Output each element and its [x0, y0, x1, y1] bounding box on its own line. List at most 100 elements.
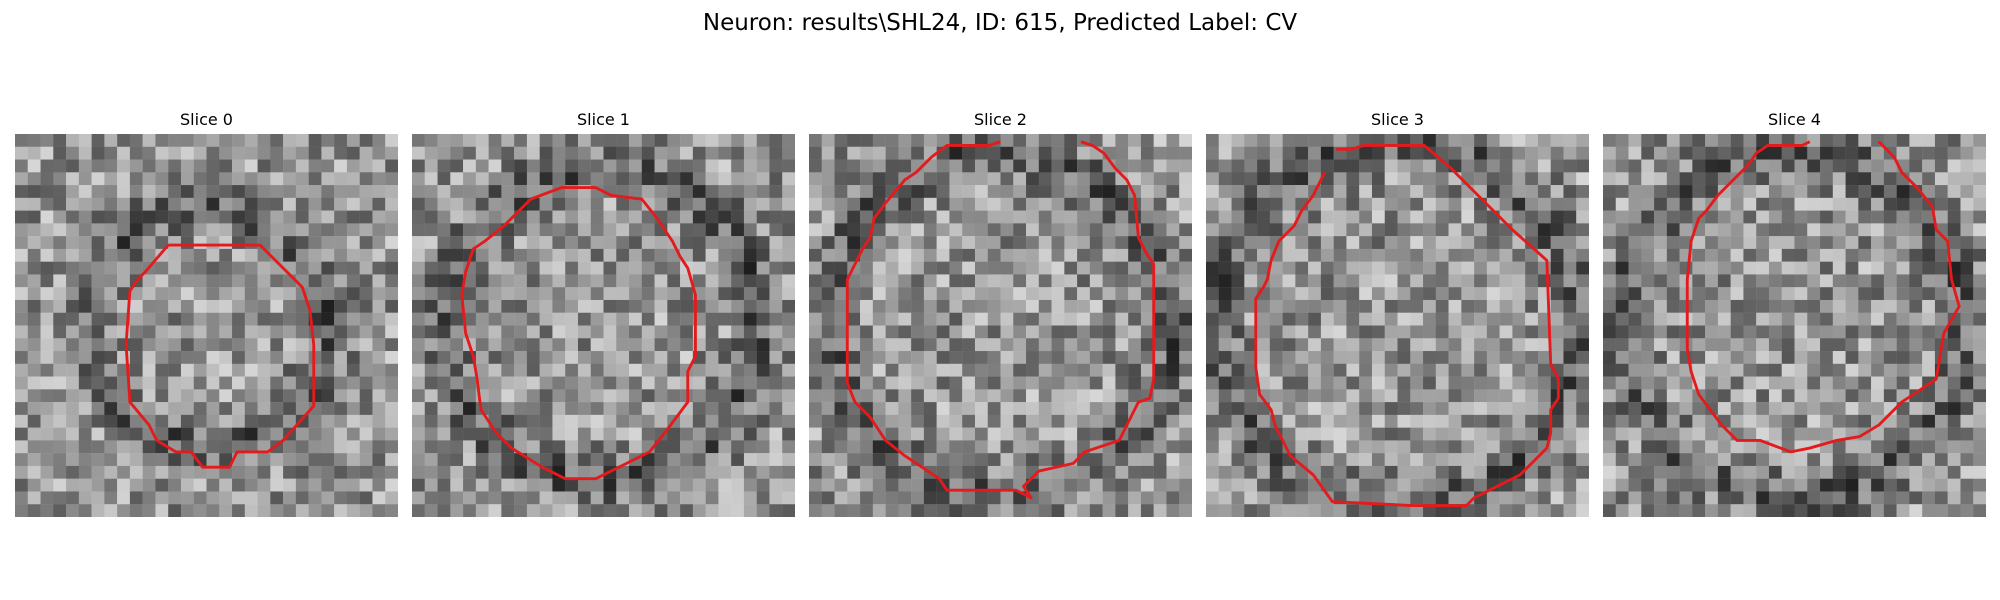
pixel-cell — [1629, 428, 1642, 441]
pixel-cell — [860, 491, 873, 504]
pixel-cell — [565, 364, 578, 377]
pixel-cell — [1667, 198, 1680, 211]
pixel-cell — [1922, 453, 1935, 466]
pixel-cell — [1128, 160, 1141, 173]
pixel-cell — [578, 300, 591, 313]
pixel-cell — [1833, 236, 1846, 249]
pixel-cell — [463, 479, 476, 492]
pixel-cell — [1680, 160, 1693, 173]
pixel-cell — [360, 198, 373, 211]
pixel-cell — [1551, 338, 1564, 351]
pixel-cell — [1525, 211, 1538, 224]
pixel-cell — [1512, 415, 1525, 428]
pixel-cell — [1576, 274, 1589, 287]
pixel-cell — [1603, 440, 1616, 453]
pixel-cell — [321, 338, 334, 351]
pixel-cell — [1512, 313, 1525, 326]
pixel-cell — [1948, 134, 1961, 147]
pixel-cell — [194, 338, 207, 351]
pixel-cell — [1641, 185, 1654, 198]
pixel-cell — [1334, 479, 1347, 492]
pixel-cell — [873, 236, 886, 249]
pixel-cell — [655, 313, 668, 326]
pixel-cell — [988, 415, 1001, 428]
pixel-cell — [117, 134, 130, 147]
pixel-cell — [1884, 428, 1897, 441]
pixel-cell — [232, 287, 245, 300]
pixel-cell — [1795, 211, 1808, 224]
pixel-cell — [1039, 338, 1052, 351]
pixel-cell — [1948, 377, 1961, 390]
pixel-cell — [873, 338, 886, 351]
pixel-cell — [514, 160, 527, 173]
pixel-cell — [1141, 287, 1154, 300]
pixel-cell — [1667, 453, 1680, 466]
pixel-cell — [1538, 377, 1551, 390]
pixel-cell — [1500, 147, 1513, 160]
pixel-cell — [1115, 479, 1128, 492]
pixel-cell — [1884, 198, 1897, 211]
pixel-cell — [1948, 172, 1961, 185]
pixel-cell — [1500, 185, 1513, 198]
pixel-cell — [1897, 428, 1910, 441]
pixel-cell — [1052, 491, 1065, 504]
pixel-cell — [309, 172, 322, 185]
pixel-cell — [1576, 415, 1589, 428]
pixel-cell — [1756, 453, 1769, 466]
pixel-cell — [360, 160, 373, 173]
pixel-cell — [809, 491, 822, 504]
pixel-cell — [1795, 236, 1808, 249]
pixel-cell — [514, 134, 527, 147]
pixel-cell — [476, 428, 489, 441]
pixel-cell — [706, 479, 719, 492]
pixel-cell — [41, 172, 54, 185]
pixel-cell — [245, 287, 258, 300]
pixel-cell — [1948, 364, 1961, 377]
pixel-cell — [1295, 262, 1308, 275]
pixel-cell — [321, 249, 334, 262]
pixel-cell — [1629, 415, 1642, 428]
pixel-cell — [283, 440, 296, 453]
pixel-cell — [1718, 249, 1731, 262]
pixel-cell — [270, 274, 283, 287]
pixel-cell — [782, 236, 795, 249]
pixel-cell — [616, 338, 629, 351]
pixel-cell — [1410, 185, 1423, 198]
pixel-cell — [1487, 377, 1500, 390]
pixel-cell — [1654, 491, 1667, 504]
pixel-cell — [1128, 338, 1141, 351]
pixel-cell — [104, 415, 117, 428]
pixel-cell — [53, 249, 66, 262]
pixel-cell — [1064, 211, 1077, 224]
pixel-cell — [757, 147, 770, 160]
pixel-cell — [962, 300, 975, 313]
pixel-cell — [1769, 453, 1782, 466]
pixel-cell — [309, 440, 322, 453]
pixel-cell — [988, 172, 1001, 185]
pixel-cell — [143, 147, 156, 160]
pixel-cell — [1756, 223, 1769, 236]
pixel-cell — [629, 313, 642, 326]
pixel-cell — [1270, 479, 1283, 492]
pixel-cell — [347, 274, 360, 287]
pixel-cell — [514, 504, 527, 517]
pixel-cell — [782, 377, 795, 390]
pixel-cell — [578, 262, 591, 275]
pixel-cell — [1141, 160, 1154, 173]
pixel-cell — [385, 338, 398, 351]
pixel-cell — [1935, 466, 1948, 479]
pixel-cell — [1474, 428, 1487, 441]
pixel-cell — [604, 402, 617, 415]
pixel-cell — [1756, 351, 1769, 364]
pixel-cell — [1474, 223, 1487, 236]
pixel-cell — [1052, 453, 1065, 466]
pixel-cell — [1884, 389, 1897, 402]
pixel-cell — [642, 262, 655, 275]
pixel-cell — [1858, 287, 1871, 300]
pixel-cell — [1948, 326, 1961, 339]
pixel-cell — [706, 504, 719, 517]
pixel-cell — [1909, 402, 1922, 415]
pixel-cell — [860, 211, 873, 224]
pixel-cell — [283, 198, 296, 211]
pixel-cell — [1731, 479, 1744, 492]
